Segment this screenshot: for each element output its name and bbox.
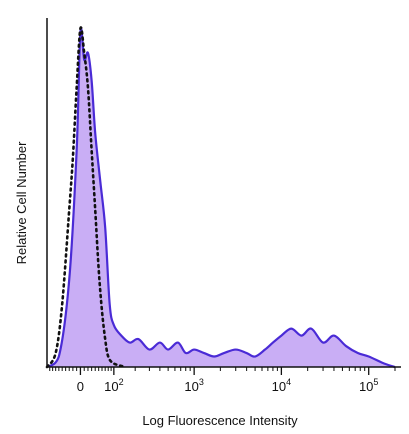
x-tick-label: 104	[272, 377, 291, 394]
x-tick-label: 105	[359, 377, 378, 394]
y-axis-label: Relative Cell Number	[14, 141, 29, 264]
plot-area	[45, 26, 396, 369]
x-tick-exponent: 3	[199, 377, 204, 387]
x-tick-label: 0	[77, 379, 84, 394]
x-tick-exponent: 5	[373, 377, 378, 387]
x-tick-exponent: 2	[119, 377, 124, 387]
x-tick-label: 103	[184, 377, 203, 394]
x-axis-label: Log Fluorescence Intensity	[142, 413, 298, 428]
stained-histogram-line	[46, 27, 396, 369]
x-tick-label: 102	[104, 377, 123, 394]
stained-histogram-fill	[47, 28, 395, 367]
x-tick-exponent: 4	[286, 377, 291, 387]
axes: 0 102 103 104 105	[46, 18, 401, 394]
control-histogram-line	[45, 26, 128, 369]
